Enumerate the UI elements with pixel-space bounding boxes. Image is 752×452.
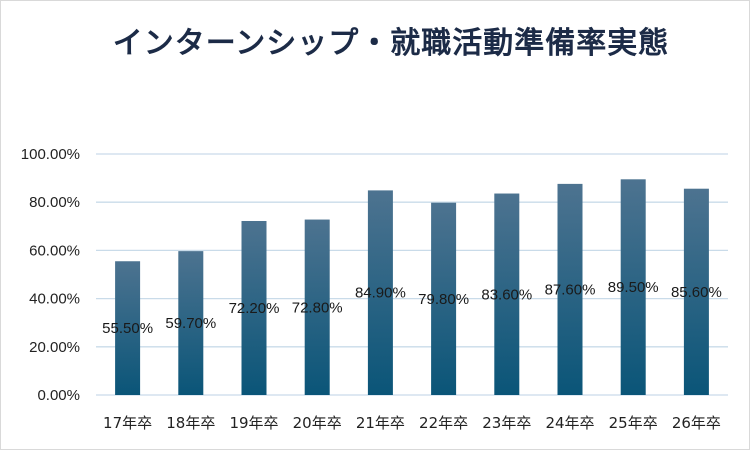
data-label: 89.50% xyxy=(608,279,659,296)
y-tick-label: 80.00% xyxy=(29,194,80,211)
data-label: 87.60% xyxy=(545,281,596,298)
chart-title: インターンシップ・就職活動準備率実態 xyxy=(112,26,670,61)
x-tick-label: 18年卒 xyxy=(166,414,215,432)
data-label: 72.80% xyxy=(292,299,343,316)
x-tick-label: 23年卒 xyxy=(482,414,531,432)
y-tick-label: 20.00% xyxy=(29,339,80,356)
bar xyxy=(241,220,267,395)
data-label: 59.70% xyxy=(165,315,216,332)
bar xyxy=(178,251,204,395)
bar xyxy=(557,183,583,395)
y-tick-label: 100.00% xyxy=(21,146,80,163)
y-tick-label: 60.00% xyxy=(29,242,80,259)
data-label: 72.20% xyxy=(229,300,280,317)
bar xyxy=(620,179,646,395)
y-tick-label: 0.00% xyxy=(37,387,80,404)
x-tick-label: 19年卒 xyxy=(229,414,278,432)
x-tick-label: 26年卒 xyxy=(672,414,721,432)
x-tick-label: 21年卒 xyxy=(356,414,405,432)
x-tick-label: 25年卒 xyxy=(609,414,658,432)
bar xyxy=(115,261,141,395)
data-label: 83.60% xyxy=(481,286,532,303)
bar xyxy=(304,219,330,395)
bar xyxy=(431,202,457,395)
bar xyxy=(367,190,393,395)
y-tick-label: 40.00% xyxy=(29,291,80,308)
x-tick-label: 24年卒 xyxy=(545,414,594,432)
x-tick-label: 17年卒 xyxy=(103,414,152,432)
data-label: 79.80% xyxy=(418,291,469,308)
x-tick-label: 20年卒 xyxy=(293,414,342,432)
data-label: 85.60% xyxy=(671,284,722,301)
x-tick-label: 22年卒 xyxy=(419,414,468,432)
data-label: 55.50% xyxy=(102,320,153,337)
bar xyxy=(683,188,709,395)
data-label: 84.90% xyxy=(355,285,406,302)
bar xyxy=(494,193,520,395)
